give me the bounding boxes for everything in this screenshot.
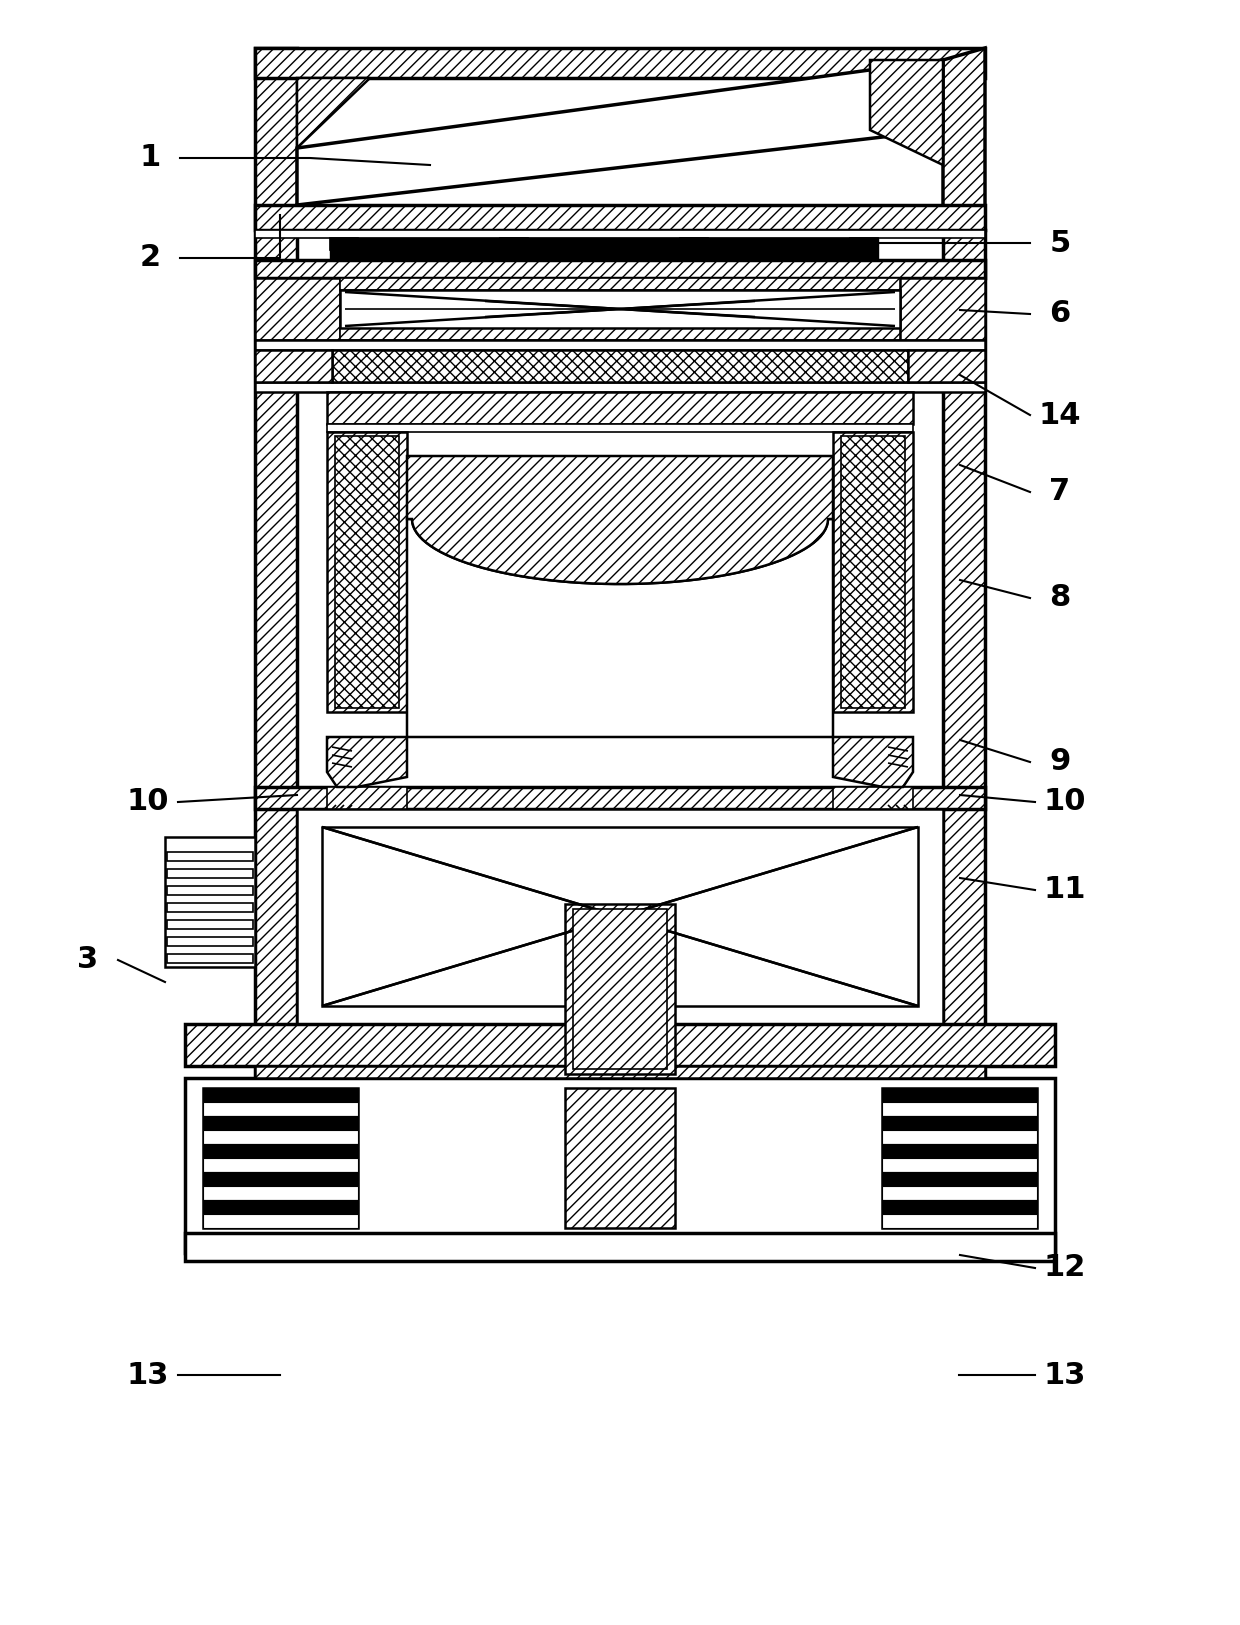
Bar bbox=[833, 432, 913, 712]
Bar bbox=[942, 231, 985, 1188]
Bar bbox=[500, 237, 528, 250]
Text: 9: 9 bbox=[1049, 748, 1070, 777]
Polygon shape bbox=[942, 49, 985, 231]
Bar bbox=[882, 1159, 1037, 1172]
Bar bbox=[335, 436, 399, 708]
Text: 6: 6 bbox=[1049, 299, 1070, 328]
Bar bbox=[882, 1089, 1037, 1228]
Bar bbox=[327, 392, 913, 424]
Polygon shape bbox=[870, 60, 942, 166]
Bar bbox=[565, 904, 675, 1074]
Bar bbox=[203, 1186, 358, 1199]
Bar bbox=[841, 436, 905, 708]
Bar bbox=[185, 1077, 1055, 1253]
Bar bbox=[203, 1116, 358, 1129]
Bar bbox=[298, 809, 942, 1024]
Bar bbox=[255, 340, 985, 349]
Bar bbox=[882, 1186, 1037, 1199]
Bar bbox=[327, 424, 913, 432]
Bar bbox=[833, 786, 913, 809]
Polygon shape bbox=[327, 738, 407, 786]
Bar bbox=[203, 1089, 358, 1102]
Text: 10: 10 bbox=[1044, 788, 1086, 816]
Bar bbox=[340, 328, 900, 340]
Bar bbox=[908, 349, 985, 382]
Bar bbox=[340, 278, 900, 289]
Bar bbox=[185, 1024, 1055, 1066]
Text: 8: 8 bbox=[1049, 583, 1070, 613]
Polygon shape bbox=[407, 518, 833, 738]
Bar bbox=[882, 1129, 1037, 1144]
Bar bbox=[203, 1214, 358, 1228]
Bar bbox=[330, 237, 358, 250]
Bar bbox=[680, 237, 708, 250]
Bar bbox=[882, 1089, 1037, 1102]
Text: 2: 2 bbox=[139, 244, 160, 273]
Polygon shape bbox=[298, 78, 370, 148]
Bar bbox=[255, 231, 985, 237]
Bar bbox=[203, 1129, 358, 1144]
Bar bbox=[327, 432, 407, 712]
Bar bbox=[327, 786, 407, 809]
Polygon shape bbox=[407, 457, 833, 583]
Bar bbox=[882, 1116, 1037, 1129]
Text: 14: 14 bbox=[1039, 400, 1081, 429]
Bar bbox=[849, 237, 878, 250]
Text: 7: 7 bbox=[1049, 478, 1070, 507]
Polygon shape bbox=[833, 738, 913, 786]
Bar bbox=[185, 1233, 1055, 1261]
Bar bbox=[255, 349, 332, 382]
Bar bbox=[573, 908, 667, 1069]
Text: 13: 13 bbox=[1044, 1360, 1086, 1389]
Bar bbox=[330, 237, 878, 260]
Bar bbox=[322, 827, 918, 1006]
Bar bbox=[255, 278, 340, 340]
Bar bbox=[167, 920, 253, 929]
Bar bbox=[203, 1199, 358, 1214]
Bar bbox=[882, 1199, 1037, 1214]
Bar bbox=[167, 904, 253, 912]
Bar bbox=[882, 1144, 1037, 1159]
Bar bbox=[332, 349, 908, 382]
Bar bbox=[165, 837, 255, 967]
Polygon shape bbox=[298, 60, 942, 205]
Text: 1: 1 bbox=[139, 143, 161, 172]
Bar bbox=[565, 1089, 675, 1228]
Bar bbox=[340, 289, 900, 328]
Bar bbox=[882, 1214, 1037, 1228]
Text: 11: 11 bbox=[1044, 876, 1086, 905]
Bar bbox=[255, 49, 298, 1188]
Text: 13: 13 bbox=[126, 1360, 169, 1389]
Text: 12: 12 bbox=[1044, 1253, 1086, 1282]
Bar bbox=[255, 205, 985, 231]
Bar bbox=[167, 954, 253, 964]
Text: 10: 10 bbox=[126, 788, 169, 816]
Bar bbox=[255, 49, 985, 78]
Bar bbox=[255, 382, 985, 392]
Bar bbox=[203, 1172, 358, 1186]
Bar bbox=[900, 278, 985, 340]
Bar bbox=[203, 1159, 358, 1172]
Bar bbox=[255, 786, 985, 809]
Bar bbox=[882, 1102, 1037, 1116]
Bar bbox=[255, 1066, 985, 1077]
Text: 3: 3 bbox=[77, 946, 98, 975]
Bar bbox=[203, 1144, 358, 1159]
Bar bbox=[203, 1102, 358, 1116]
Bar bbox=[167, 886, 253, 895]
Bar bbox=[882, 1172, 1037, 1186]
Text: 5: 5 bbox=[1049, 229, 1070, 257]
Bar bbox=[167, 869, 253, 878]
Bar bbox=[255, 260, 985, 278]
Bar bbox=[167, 852, 253, 861]
Bar bbox=[203, 1089, 358, 1228]
Bar bbox=[167, 938, 253, 946]
